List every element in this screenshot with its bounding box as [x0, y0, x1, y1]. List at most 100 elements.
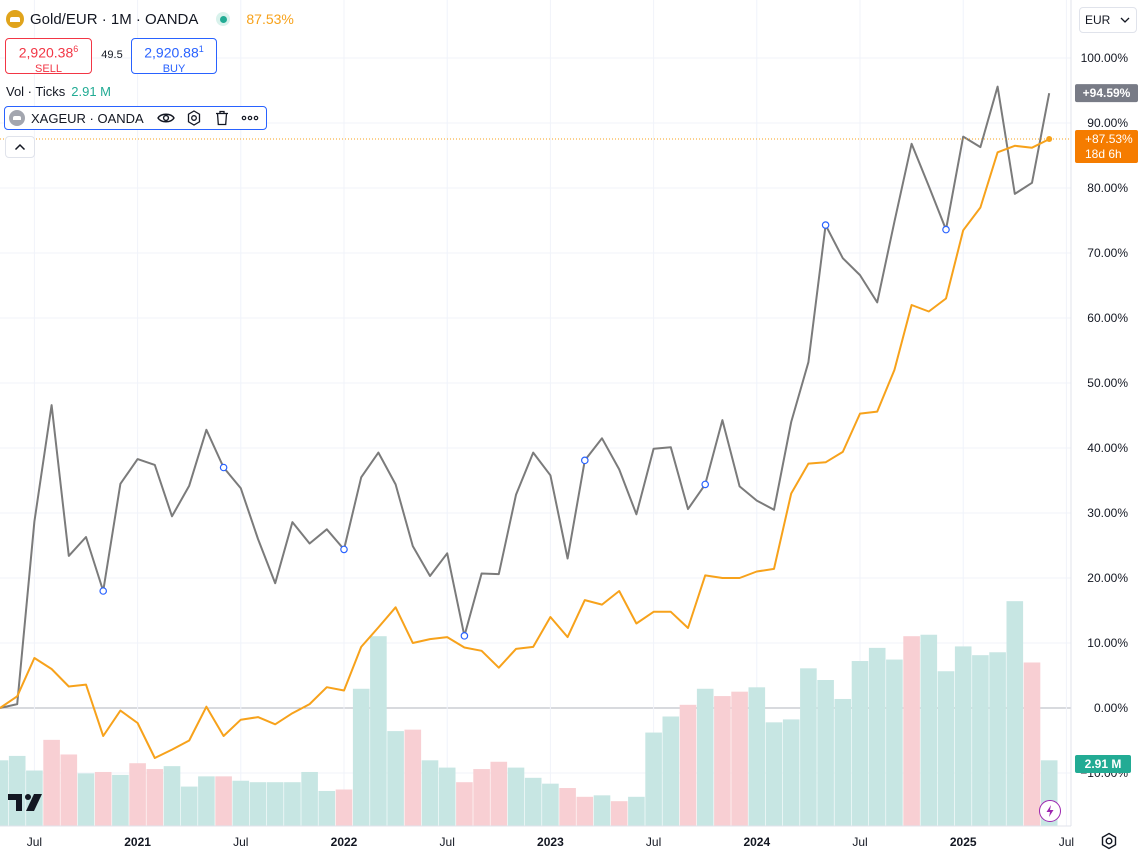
silver-last-label: +94.59% — [1083, 86, 1131, 100]
x-tick-label: 2024 — [743, 835, 770, 849]
volume-bar — [352, 688, 370, 826]
volume-label-bg — [1075, 755, 1131, 773]
volume-bar — [60, 754, 78, 826]
sell-price-pip: 6 — [73, 44, 79, 54]
buy-price: 2,920.88 — [144, 44, 199, 61]
symbol-header[interactable]: Gold/EUR · 1M · OANDA 87.53% — [6, 8, 294, 30]
last-price-dot — [1046, 136, 1053, 143]
volume-bar — [1006, 601, 1024, 826]
volume-bar — [404, 729, 422, 826]
volume-bar — [507, 767, 525, 826]
volume-bar — [421, 760, 439, 826]
volume-bar — [834, 698, 852, 826]
volume-bar — [714, 696, 731, 826]
volume-bar — [920, 634, 938, 826]
data-point-marker — [460, 632, 469, 640]
symbol-title[interactable]: Gold/EUR · 1M · OANDA — [30, 10, 199, 28]
change-percent: 87.53% — [246, 11, 294, 27]
x-tick-label: 2023 — [537, 835, 564, 849]
data-point-marker — [99, 587, 108, 595]
data-point-marker — [821, 221, 830, 229]
volume-bar — [628, 796, 645, 826]
volume-bar — [765, 722, 783, 826]
buy-button[interactable]: 2,920.881 BUY — [131, 38, 217, 75]
bar-countdown-label: 18d 6h — [1085, 147, 1122, 161]
volume-bar — [645, 732, 662, 826]
volume-bar — [438, 767, 456, 826]
volume-bar — [559, 788, 576, 826]
buy-price-pip: 1 — [198, 44, 204, 54]
x-tick-label: Jul — [1059, 835, 1074, 849]
eye-icon[interactable] — [155, 108, 177, 128]
volume-bar — [215, 776, 232, 826]
volume-bar — [249, 782, 267, 826]
volume-bar — [370, 636, 387, 826]
volume-bar — [0, 760, 9, 826]
compare-symbol-legend[interactable]: XAGEUR · OANDA — [4, 106, 267, 130]
volume-bar — [163, 766, 181, 826]
more-icon[interactable] — [239, 108, 261, 128]
volume-bar — [129, 763, 146, 826]
volume-bar — [696, 688, 714, 826]
volume-bar — [782, 719, 800, 826]
data-point-marker — [580, 456, 589, 465]
y-tick-label: 50.00% — [1087, 376, 1128, 390]
volume-bar — [198, 776, 215, 826]
gold-last-label-bg — [1075, 130, 1138, 164]
volume-bar — [972, 655, 989, 826]
volume-legend[interactable]: Vol · Ticks 2.91 M — [6, 84, 111, 99]
y-tick-label: 100.00% — [1081, 51, 1129, 65]
lightning-icon[interactable] — [1039, 800, 1061, 822]
volume-bar — [610, 801, 628, 826]
y-tick-label: 80.00% — [1087, 181, 1128, 195]
volume-bar — [937, 671, 955, 826]
compare-symbol-label: XAGEUR · OANDA — [31, 110, 144, 126]
volume-bar — [886, 659, 903, 826]
volume-bar — [731, 691, 748, 826]
x-tick-label: Jul — [27, 835, 42, 849]
x-tick-label: Jul — [852, 835, 867, 849]
y-tick-label: 60.00% — [1087, 311, 1128, 325]
volume-legend-label: Vol · Ticks — [6, 84, 66, 99]
volume-bar — [954, 646, 972, 826]
sell-label: SELL — [35, 62, 62, 75]
volume-bar — [593, 795, 611, 826]
spread-value: 49.5 — [101, 49, 123, 61]
data-point-marker — [701, 480, 710, 489]
currency-selector[interactable]: EUR — [1079, 7, 1137, 33]
sell-button[interactable]: 2,920.386 SELL — [5, 38, 92, 75]
market-open-icon — [216, 12, 231, 26]
trash-icon[interactable] — [211, 108, 233, 128]
volume-bar — [542, 783, 559, 826]
x-tick-label: 2021 — [124, 835, 151, 849]
x-tick-label: Jul — [233, 835, 248, 849]
volume-bars — [0, 601, 1058, 826]
sell-price: 2,920.38 — [18, 44, 74, 61]
volume-bar — [232, 780, 250, 826]
volume-bar — [301, 771, 318, 826]
y-tick-label: 0.00% — [1094, 701, 1128, 715]
data-point-marker — [942, 225, 950, 234]
price-lines — [0, 85, 1071, 759]
x-tick-label: Jul — [440, 835, 455, 849]
volume-bar — [335, 789, 353, 826]
y-tick-label: 90.00% — [1087, 116, 1128, 130]
tradingview-logo[interactable] — [8, 791, 46, 813]
chevron-up-icon[interactable] — [5, 136, 35, 158]
gear-icon[interactable] — [1099, 831, 1119, 851]
volume-bar — [748, 687, 766, 826]
y-tick-label: 30.00% — [1087, 506, 1128, 520]
volume-bar — [851, 661, 869, 826]
gold-last-label: +87.53% — [1085, 132, 1133, 146]
volume-bar — [800, 668, 817, 826]
settings-icon[interactable] — [183, 108, 205, 128]
y-tick-label: 40.00% — [1087, 441, 1128, 455]
volume-bar — [112, 774, 129, 826]
volume-bar — [456, 782, 473, 826]
y-tick-label: 20.00% — [1087, 571, 1128, 585]
y-tick-label: 70.00% — [1087, 246, 1128, 260]
data-point-marker — [219, 463, 228, 472]
x-tick-label: 2022 — [331, 835, 358, 849]
series-line-xageur — [0, 85, 1051, 709]
